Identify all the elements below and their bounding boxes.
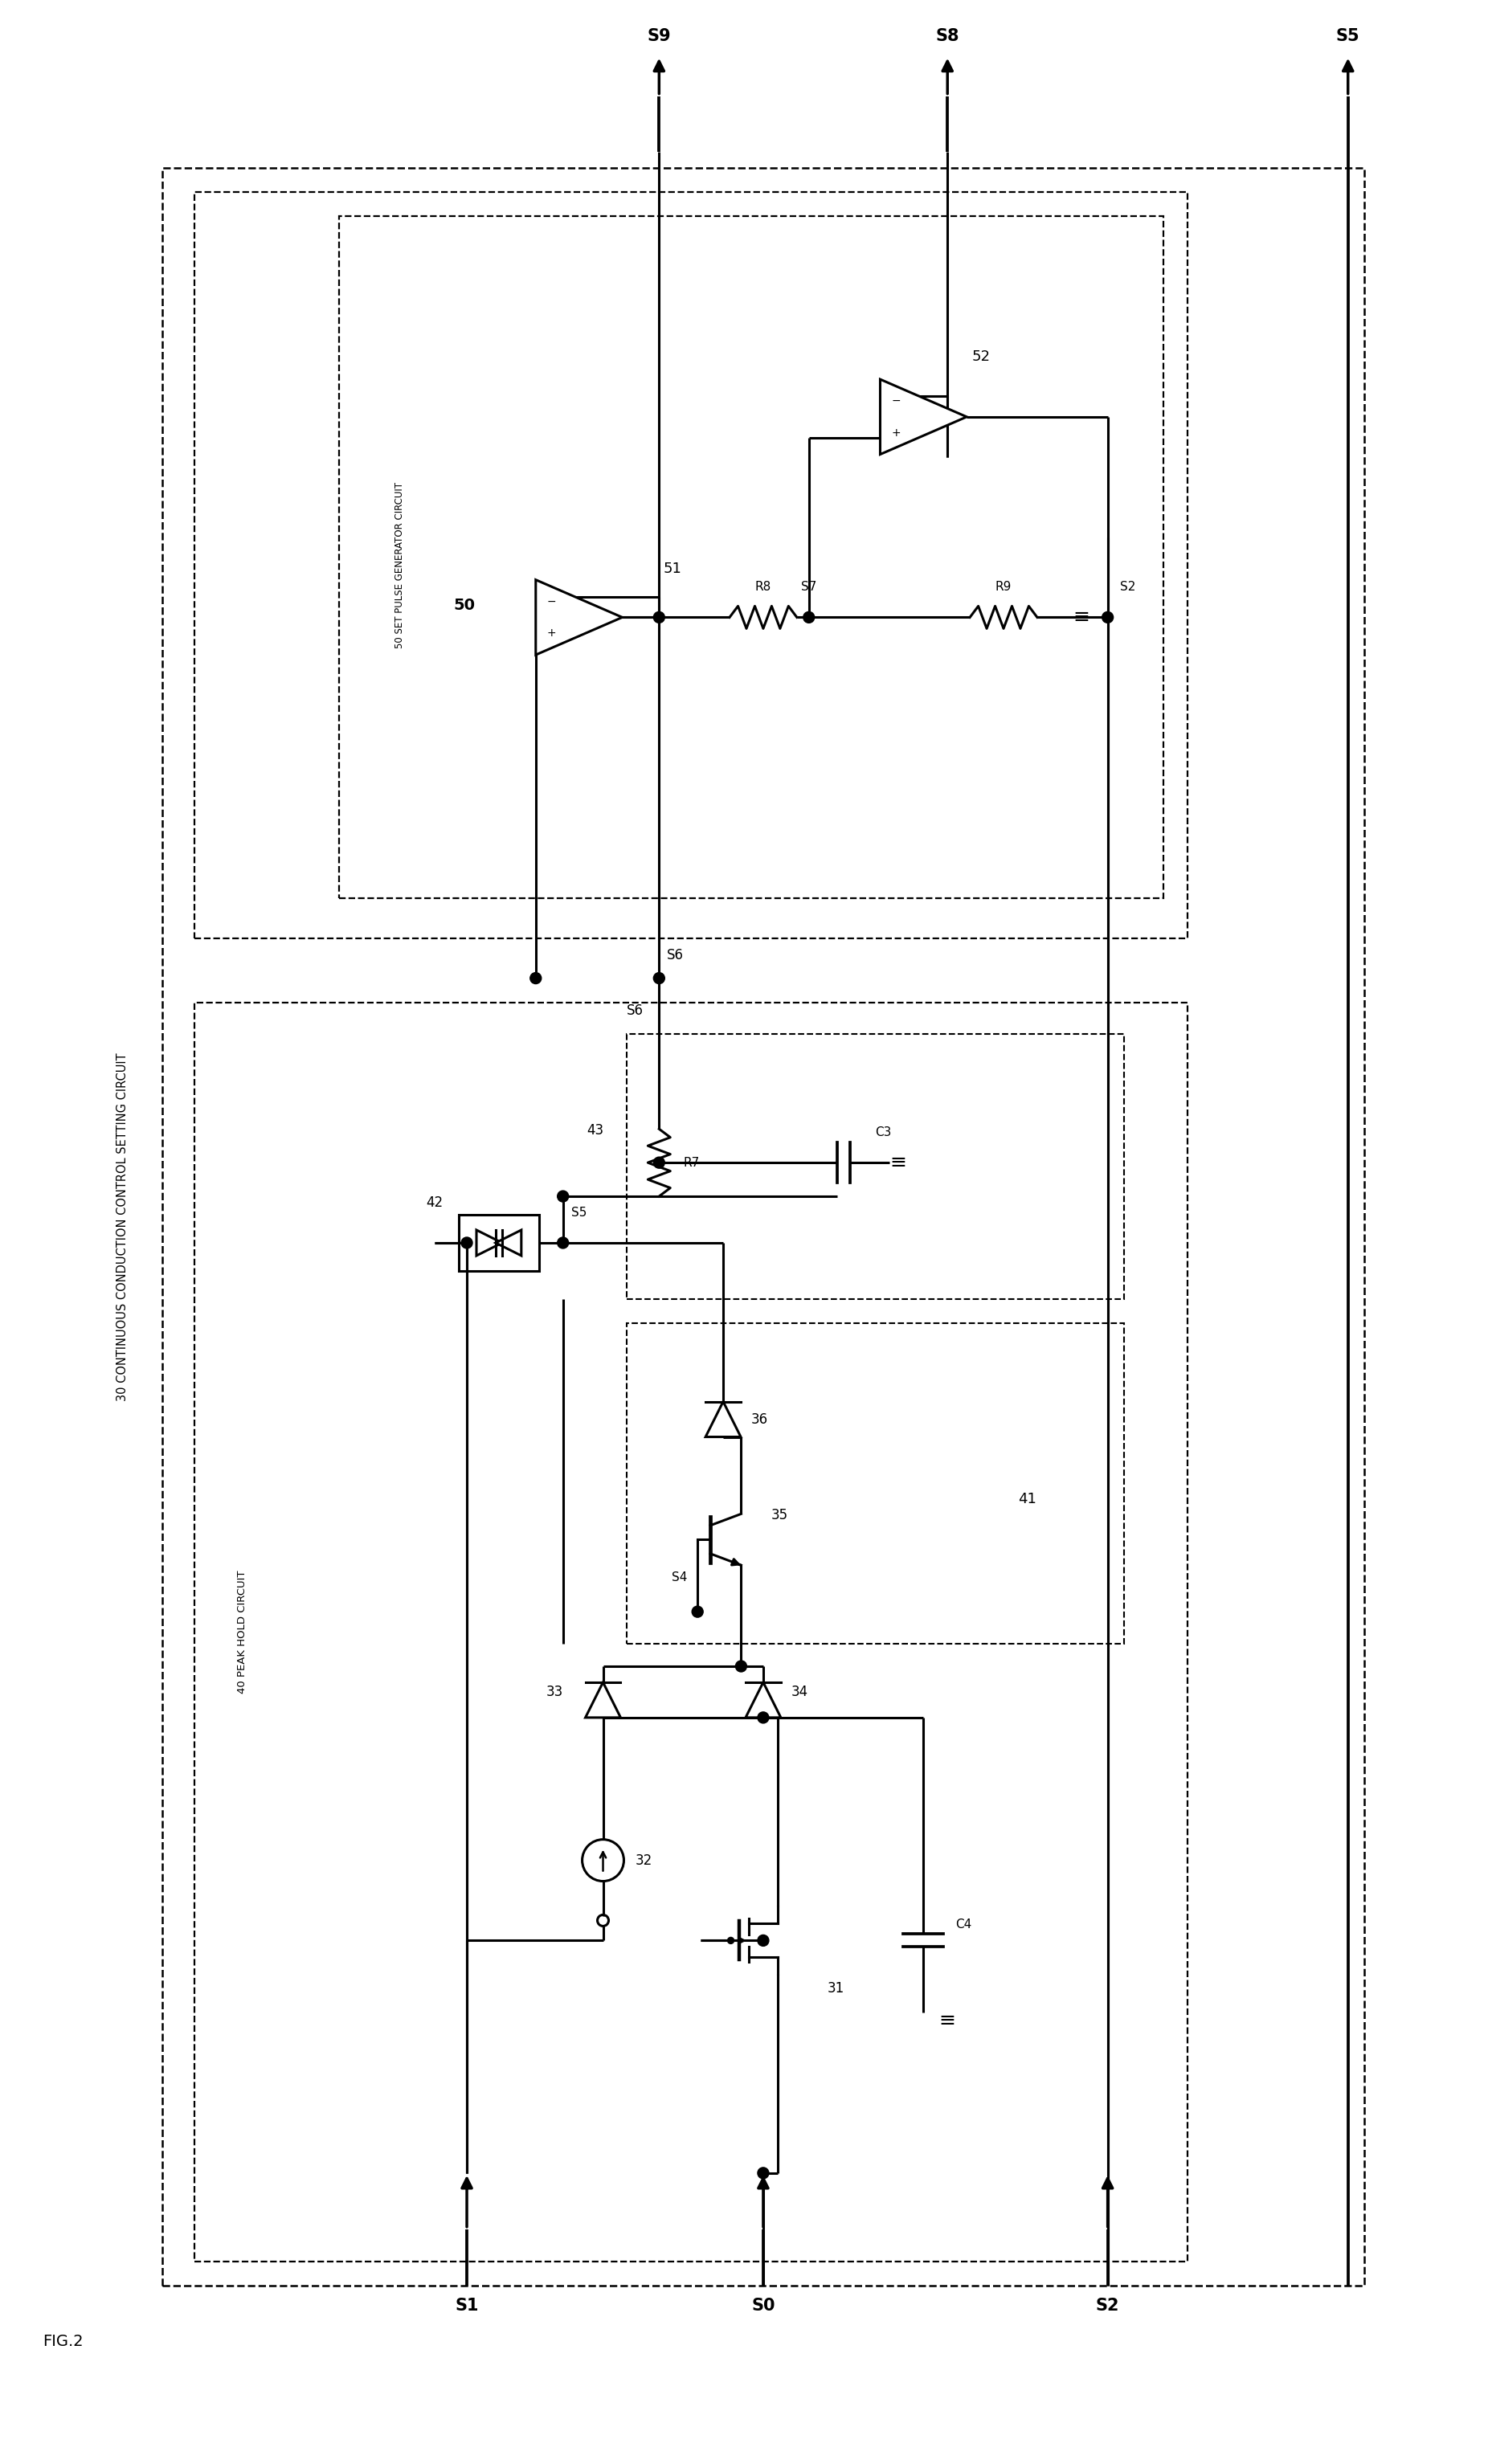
- Text: S1: S1: [455, 2296, 479, 2314]
- Text: +: +: [891, 426, 900, 439]
- Circle shape: [757, 1934, 769, 1947]
- Circle shape: [558, 1190, 568, 1202]
- Text: S8: S8: [936, 27, 960, 44]
- Circle shape: [1103, 611, 1113, 623]
- Polygon shape: [476, 1230, 501, 1257]
- Text: S2: S2: [1095, 2296, 1119, 2314]
- Circle shape: [653, 611, 665, 623]
- Text: +: +: [548, 628, 557, 638]
- Text: −: −: [548, 596, 557, 606]
- Polygon shape: [536, 579, 622, 655]
- Text: ≡: ≡: [939, 2011, 955, 2030]
- Text: 40 PEAK HOLD CIRCUIT: 40 PEAK HOLD CIRCUIT: [237, 1570, 248, 1693]
- Circle shape: [757, 2168, 769, 2178]
- Text: C4: C4: [955, 1919, 972, 1929]
- Text: 31: 31: [827, 1981, 844, 1996]
- Circle shape: [692, 1607, 704, 1616]
- Circle shape: [653, 973, 665, 983]
- Bar: [195, 192, 1187, 939]
- Polygon shape: [745, 1683, 781, 1717]
- Text: S0: S0: [751, 2296, 775, 2314]
- Text: 50 SET PULSE GENERATOR CIRCUIT: 50 SET PULSE GENERATOR CIRCUIT: [394, 483, 405, 648]
- Circle shape: [728, 1937, 734, 1944]
- Text: R9: R9: [995, 582, 1012, 594]
- Text: S6: S6: [626, 1003, 643, 1018]
- Circle shape: [757, 1712, 769, 1722]
- Circle shape: [735, 1661, 747, 1673]
- Text: S7: S7: [801, 582, 817, 594]
- Text: S5: S5: [1336, 27, 1360, 44]
- Circle shape: [582, 1841, 623, 1880]
- Text: 33: 33: [546, 1685, 562, 1700]
- Text: R7: R7: [683, 1156, 699, 1168]
- Circle shape: [558, 1237, 568, 1249]
- Polygon shape: [705, 1402, 741, 1437]
- Text: 30 CONTINUOUS CONDUCTION CONTROL SETTING CIRCUIT: 30 CONTINUOUS CONDUCTION CONTROL SETTING…: [116, 1052, 128, 1402]
- Text: S5: S5: [571, 1207, 586, 1220]
- Circle shape: [530, 973, 542, 983]
- Circle shape: [461, 1237, 473, 1249]
- Circle shape: [804, 611, 814, 623]
- Text: S2: S2: [1119, 582, 1135, 594]
- Text: S9: S9: [647, 27, 671, 44]
- Text: 42: 42: [426, 1195, 443, 1210]
- Circle shape: [653, 1158, 665, 1168]
- Text: −: −: [891, 394, 900, 407]
- Text: S6: S6: [667, 949, 684, 961]
- Text: 43: 43: [586, 1124, 604, 1138]
- Text: 51: 51: [664, 562, 682, 577]
- Text: S4: S4: [671, 1572, 687, 1584]
- Bar: [626, 1035, 1123, 1299]
- Text: 52: 52: [972, 350, 990, 365]
- Polygon shape: [496, 1230, 521, 1257]
- Text: FIG.2: FIG.2: [42, 2333, 83, 2348]
- Text: R8: R8: [754, 582, 771, 594]
- Polygon shape: [881, 379, 967, 453]
- Text: 36: 36: [751, 1412, 768, 1427]
- Text: C3: C3: [875, 1126, 891, 1138]
- Text: 35: 35: [771, 1508, 789, 1523]
- Polygon shape: [585, 1683, 620, 1717]
- Text: ≡: ≡: [890, 1153, 906, 1173]
- Text: 41: 41: [1018, 1493, 1037, 1506]
- Bar: [458, 1215, 539, 1271]
- Text: 32: 32: [635, 1853, 652, 1868]
- Text: 50: 50: [454, 599, 475, 614]
- Bar: [162, 168, 1364, 2284]
- Text: ≡: ≡: [1073, 609, 1089, 626]
- Bar: [195, 1003, 1187, 2262]
- Text: 34: 34: [792, 1685, 808, 1700]
- Bar: [626, 1323, 1123, 1643]
- Bar: [339, 217, 1164, 897]
